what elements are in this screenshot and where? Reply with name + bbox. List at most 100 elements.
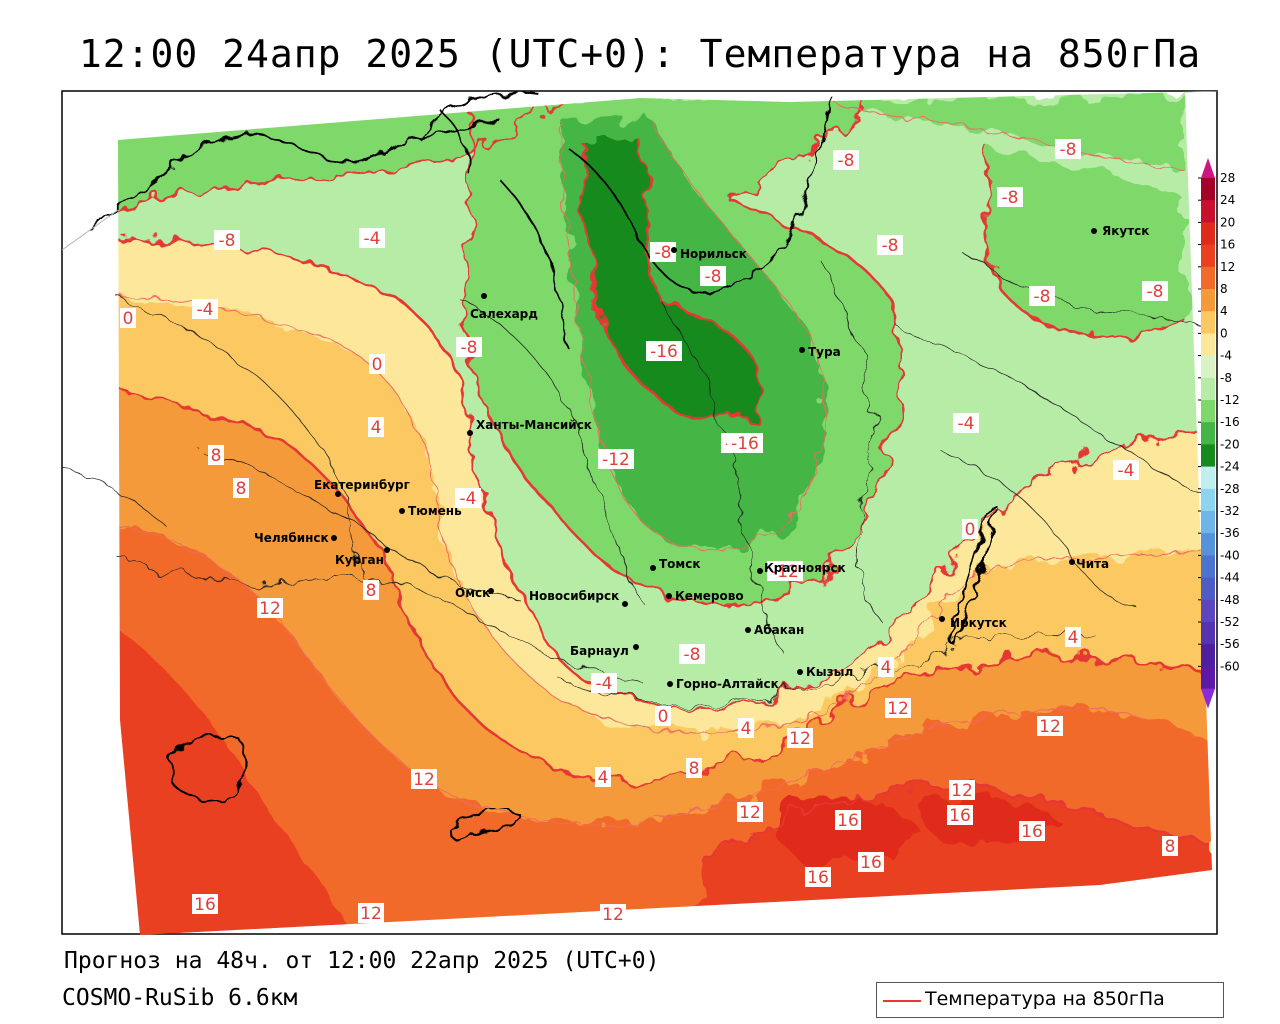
city-label: Кызыл — [806, 665, 853, 679]
contour-label-bg — [1019, 821, 1045, 841]
contour-label-bg — [877, 235, 903, 255]
contour-label-bg — [1113, 460, 1139, 480]
city-dot — [488, 588, 494, 594]
contour-label: -8 — [684, 645, 701, 665]
legend-line-swatch — [883, 1000, 921, 1002]
geography-lines — [62, 92, 1211, 843]
contour-label-bg — [455, 488, 481, 508]
city-dot — [939, 616, 945, 622]
contour-label-bg — [600, 904, 626, 924]
contour-label: -8 — [1002, 188, 1019, 208]
city-dot — [481, 293, 487, 299]
colorbar-tick-label: -32 — [1220, 504, 1240, 518]
colorbar-swatch — [1201, 422, 1215, 445]
contour-label-bg — [1055, 139, 1081, 159]
contour-label-bg — [767, 561, 803, 581]
colorbar-tick-label: 8 — [1220, 282, 1228, 296]
contour-label-bg — [833, 150, 859, 170]
colorbar-swatch — [1201, 488, 1215, 512]
colorbar-bottom-arrow — [1201, 688, 1215, 709]
contour-label-bg — [1162, 836, 1178, 856]
colorbar-tick-label: -52 — [1220, 615, 1240, 629]
colorbar-swatch — [1201, 466, 1215, 490]
contour-label: 8 — [211, 446, 222, 466]
colorbar-swatch — [1201, 622, 1215, 645]
city-label: Тюмень — [408, 504, 462, 518]
contour-label: -12 — [602, 450, 630, 470]
legend-label: Температура на 850гПа — [925, 988, 1165, 1010]
city-label: Красноярск — [764, 561, 846, 575]
contour-label: -8 — [1034, 287, 1051, 307]
contour-label: 0 — [372, 355, 383, 375]
city-label: Барнаул — [570, 644, 629, 658]
city-dot — [757, 568, 763, 574]
city-dot — [671, 247, 677, 253]
colorbar-swatch — [1201, 200, 1215, 223]
city-layer: Норильск Якутск Салехард Тура Ханты-Мансийск… — [254, 224, 1149, 691]
contour-label: -4 — [958, 414, 975, 434]
contour-label-bg — [679, 644, 705, 664]
contour-label: -8 — [705, 267, 722, 287]
colorbar-tick-label: 28 — [1220, 171, 1235, 185]
city-label: Тура — [808, 345, 841, 359]
contour-label-bg — [700, 266, 726, 286]
thin-contour-lines — [118, 99, 1212, 825]
contour-label: 0 — [658, 707, 669, 727]
contour-label: -4 — [460, 489, 477, 509]
colorbar-top-arrow — [1201, 158, 1215, 178]
contour-label-bg — [878, 657, 894, 677]
contour-label: -16 — [731, 434, 759, 454]
contour-label: 16 — [860, 853, 882, 873]
contour-label: -8 — [461, 338, 478, 358]
contour-label-bg — [233, 478, 249, 498]
colorbar-tick-label: 16 — [1220, 238, 1235, 252]
contour-label-bg — [591, 673, 617, 693]
contour-label: 12 — [413, 770, 435, 790]
colorbar-swatch — [1201, 511, 1215, 534]
contour-label-bg — [208, 445, 224, 465]
city-label: Абакан — [754, 623, 804, 637]
city-dot — [797, 669, 803, 675]
map-title: 12:00 24апр 2025 (UTC+0): Температура на… — [78, 32, 1202, 76]
contour-label: 12 — [360, 904, 382, 924]
colorbar-swatch — [1201, 244, 1215, 268]
city-label: Салехард — [470, 307, 538, 321]
temperature-bands — [118, 92, 1212, 935]
city-label: Якутск — [1102, 224, 1149, 238]
contour-label: -8 — [838, 151, 855, 171]
contour-label-bg — [655, 706, 671, 726]
contour-label: 12 — [951, 781, 973, 801]
colorbar-tick-label: -44 — [1220, 571, 1240, 585]
contour-label-bg — [411, 769, 437, 789]
contour-label-bg — [358, 903, 384, 923]
city-dot — [666, 593, 672, 599]
contour-label-bg — [686, 758, 702, 778]
forecast-info: Прогноз на 48ч. от 12:00 22апр 2025 (UTC… — [64, 948, 660, 974]
contour-label: 12 — [789, 729, 811, 749]
contour-label-bg — [359, 228, 385, 248]
contour-label-bg — [858, 852, 884, 872]
contour-label: -12 — [771, 562, 799, 582]
colorbar-swatch — [1201, 311, 1215, 334]
contour-label: -8 — [1147, 282, 1164, 302]
city-dot — [335, 491, 341, 497]
contour-label: -4 — [364, 229, 381, 249]
colorbar-swatch — [1201, 266, 1215, 290]
contour-label: 8 — [1165, 837, 1176, 857]
colorbar-tick-label: 20 — [1220, 215, 1235, 229]
colorbar-swatch — [1201, 333, 1215, 357]
colorbar-tick-label: -4 — [1220, 349, 1232, 363]
contour-label-bg — [120, 308, 136, 328]
colorbar-swatch — [1201, 666, 1215, 690]
contour-label-bg — [1037, 716, 1063, 736]
contour-label-bg — [962, 519, 978, 539]
city-dot — [384, 547, 390, 553]
colorbar-tick-label: -12 — [1220, 393, 1240, 407]
city-dot — [667, 681, 673, 687]
city-label: Иркутск — [950, 616, 1007, 630]
contour-label: 12 — [1039, 717, 1061, 737]
city-dot — [633, 644, 639, 650]
colorbar-tick-label: -36 — [1220, 526, 1240, 540]
colorbar-tick-label: -56 — [1220, 637, 1240, 651]
contour-label-bg — [1142, 281, 1168, 301]
